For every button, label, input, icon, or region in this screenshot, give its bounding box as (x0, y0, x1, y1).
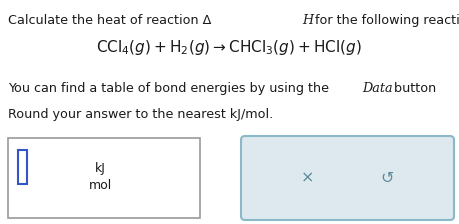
Bar (18, 150, 27, 184)
Text: ↺: ↺ (381, 170, 394, 185)
Text: ×: × (301, 170, 314, 185)
Bar (8, 138, 200, 218)
Text: kJ: kJ (95, 162, 106, 175)
Text: $\mathrm{CCl_4}(g) + \mathrm{H_2}(g)\rightarrow\mathrm{CHCl_3}(g) + \mathrm{HCl}: $\mathrm{CCl_4}(g) + \mathrm{H_2}(g)\rig… (96, 38, 362, 57)
Text: mol: mol (89, 179, 112, 192)
Text: button: button (390, 82, 436, 95)
Text: for the following reaction:: for the following reaction: (311, 14, 459, 27)
Text: Calculate the heat of reaction Δ: Calculate the heat of reaction Δ (8, 14, 212, 27)
FancyBboxPatch shape (241, 136, 454, 220)
Text: Data: Data (362, 82, 392, 95)
Text: H: H (302, 14, 313, 27)
Text: You can find a table of bond energies by using the: You can find a table of bond energies by… (8, 82, 333, 95)
Text: Round your answer to the nearest kJ/mol.: Round your answer to the nearest kJ/mol. (8, 108, 273, 121)
